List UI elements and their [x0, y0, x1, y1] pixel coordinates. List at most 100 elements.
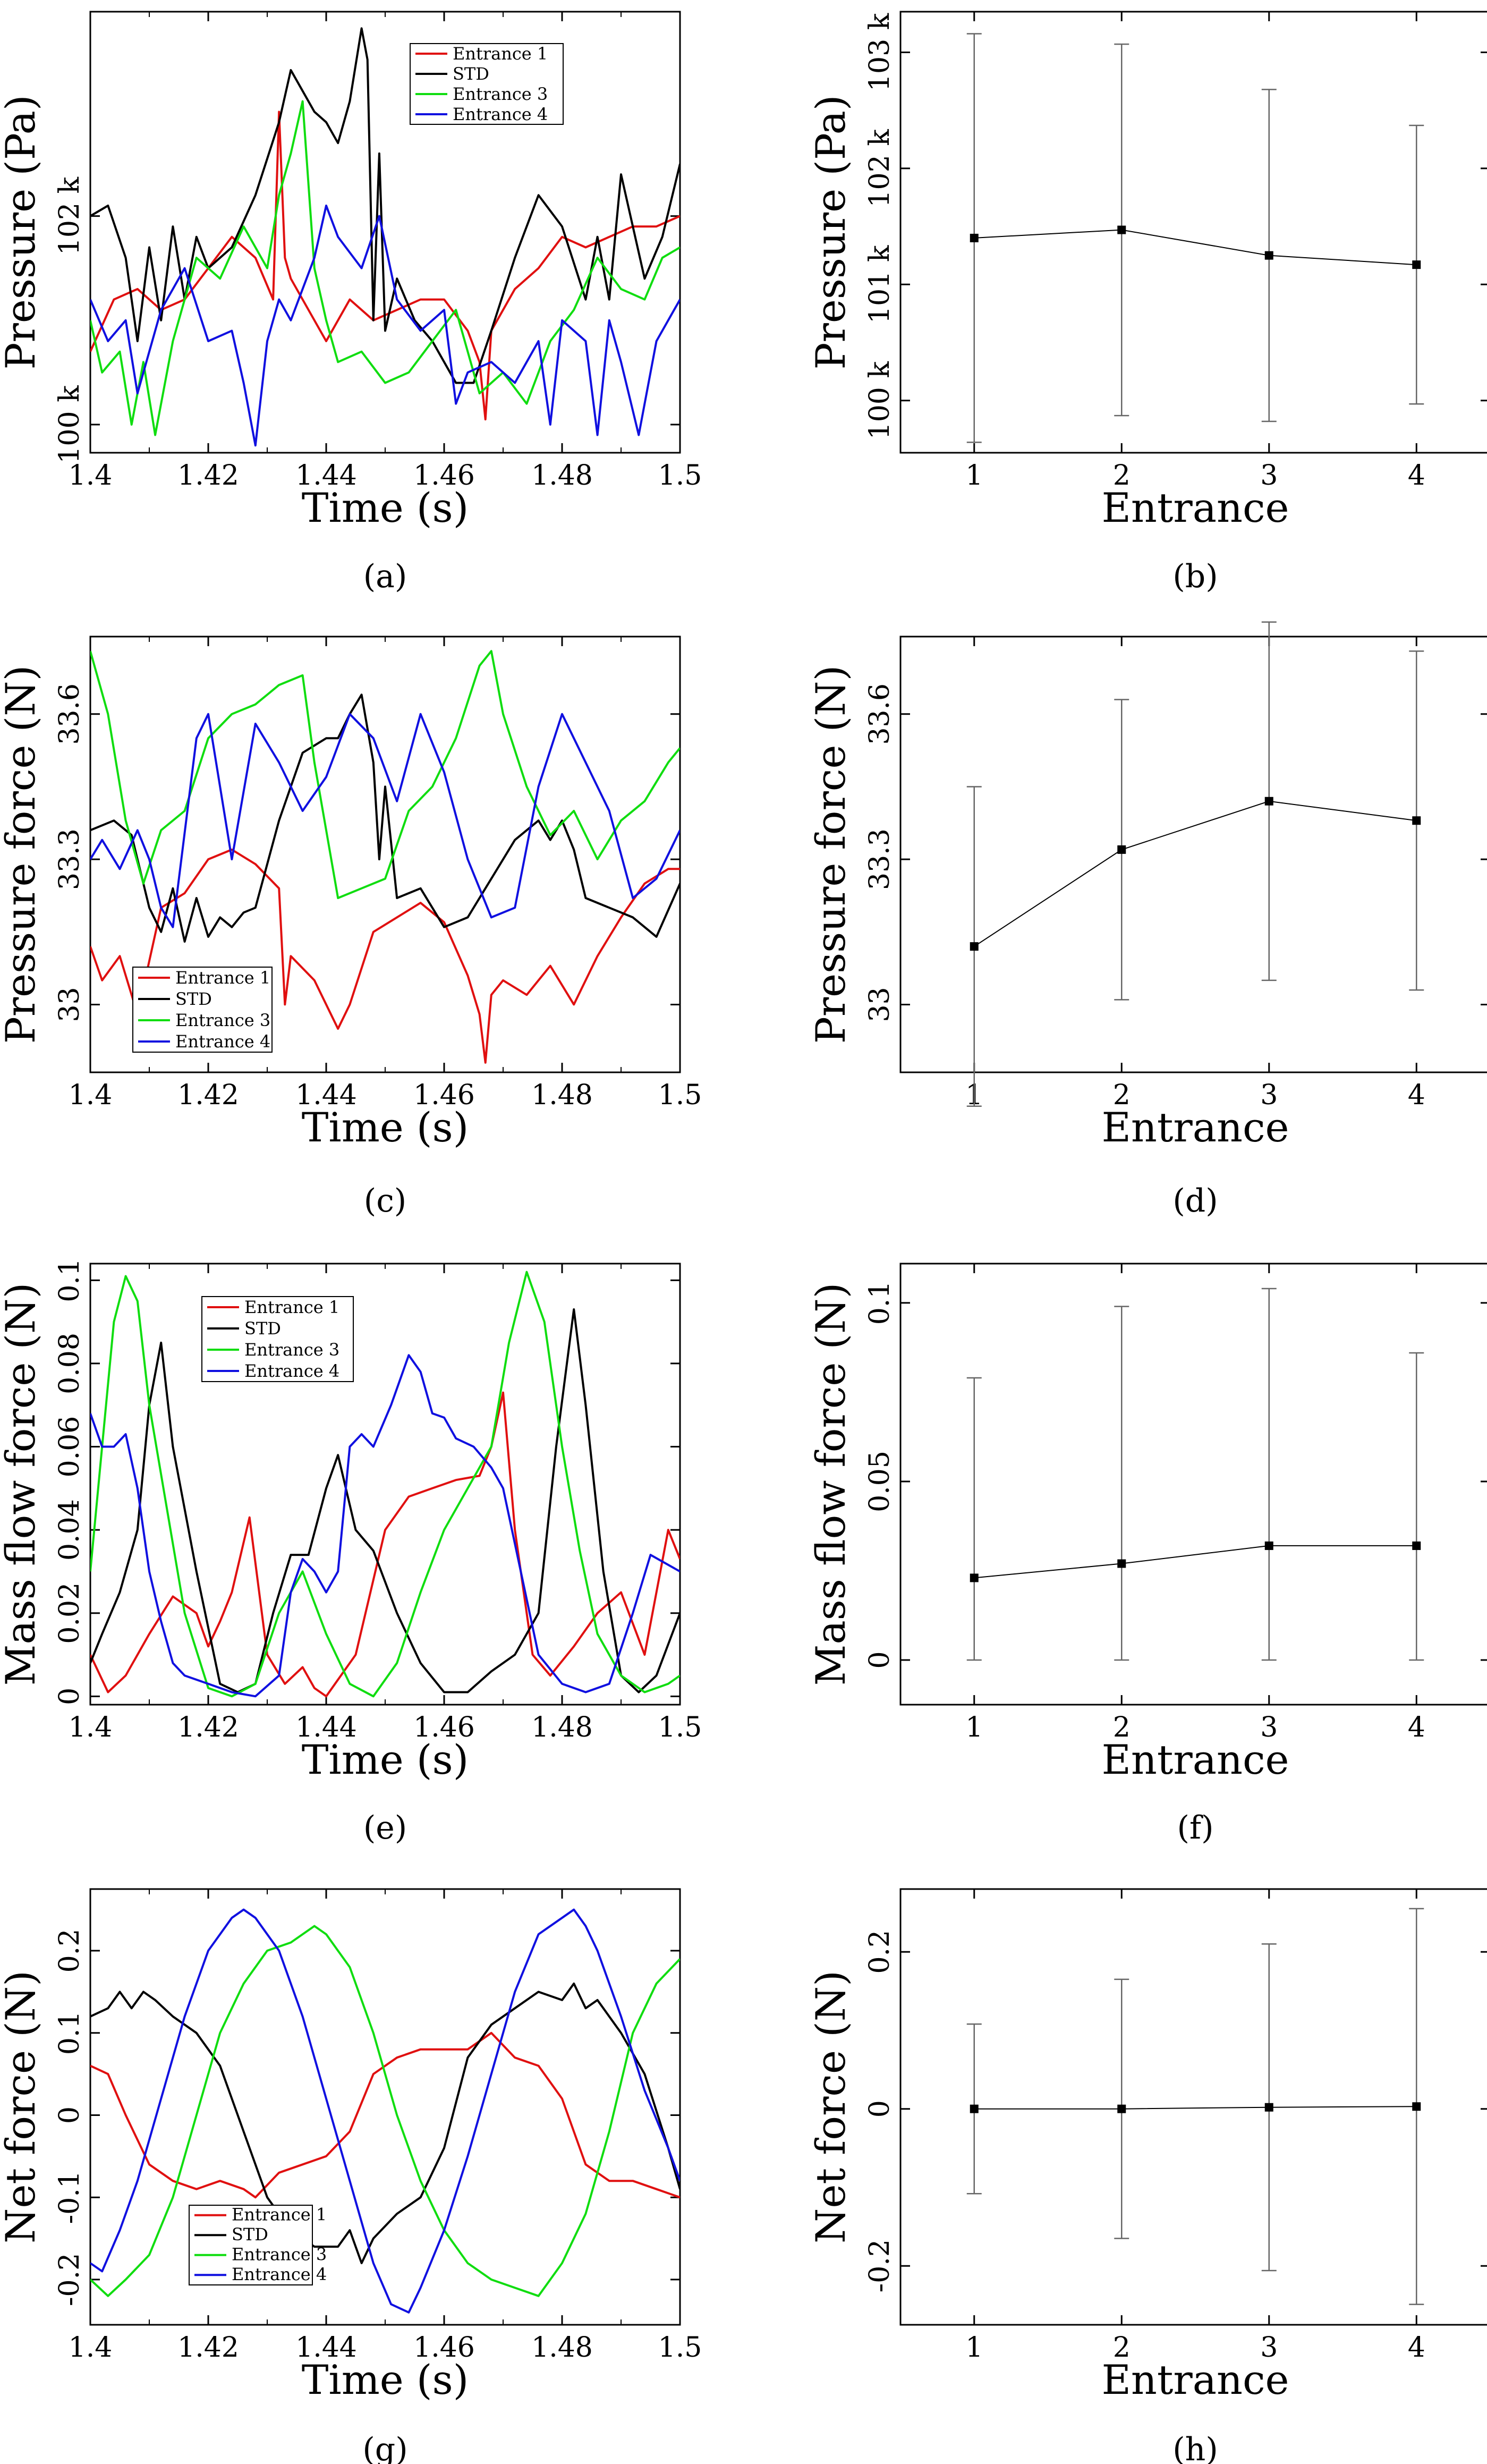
x-tick-label: 1: [965, 1712, 983, 1743]
x-tick-label: 3: [1260, 2332, 1278, 2364]
y-tick-label: 33.3: [54, 828, 86, 890]
mean-point: [970, 1573, 979, 1582]
y-tick-label: 102 k: [864, 129, 896, 208]
legend-entry: Entrance 4: [175, 1031, 270, 1052]
x-tick-label: 3: [1260, 1079, 1278, 1111]
x-tick-label: 1.44: [295, 1712, 357, 1743]
x-tick-label: 2: [1113, 1712, 1131, 1743]
x-axis-label: Time (s): [302, 2356, 469, 2403]
series-line-entrance-4: [90, 205, 680, 447]
legend-entry: Entrance 4: [244, 1361, 339, 1381]
x-tick-label: 1.46: [413, 2332, 475, 2364]
y-tick-label: 0: [54, 1688, 86, 1705]
y-tick-label: -0.1: [54, 2171, 86, 2224]
x-tick-label: 1.44: [295, 2332, 357, 2364]
mean-point: [1264, 1541, 1273, 1550]
x-axis-label: Time (s): [302, 484, 469, 531]
panel-caption: (d): [1172, 1182, 1218, 1220]
panel-c: 1.4 1.42 1.44 1.46 1.48 1.5 33 33.3 33.6 Time (s)…: [0, 636, 702, 1220]
y-tick-label: 33.3: [864, 828, 896, 890]
y-tick-label: 0: [864, 2100, 896, 2118]
series-line-entrance-3: [90, 650, 680, 899]
y-axis-label: Mass flow force (N): [0, 1283, 44, 1686]
legend-entry: Entrance 3: [175, 1010, 270, 1030]
mean-point: [1264, 797, 1273, 806]
series-group: [90, 27, 680, 447]
mean-point: [970, 233, 979, 242]
series-line-entrance-3: [90, 100, 680, 436]
x-tick-label: 1.44: [295, 1079, 357, 1111]
y-axis-label: Pressure (Pa): [807, 95, 854, 369]
legend-box: [189, 2205, 313, 2285]
x-tick-label: 1.42: [177, 460, 239, 492]
y-tick-label: 0.1: [864, 1281, 896, 1325]
series-line-entrance-1: [90, 848, 680, 1064]
mean-line: [974, 1545, 1417, 1579]
x-axis-label: Entrance: [1101, 1104, 1289, 1151]
panel-caption: (g): [362, 2431, 407, 2464]
mean-point: [1412, 2102, 1421, 2111]
legend-box: [410, 43, 564, 125]
mean-point: [970, 2104, 979, 2113]
x-tick-label: 3: [1260, 1712, 1278, 1743]
x-tick-label: 1.48: [531, 2332, 593, 2364]
y-axis-label: Net force (N): [807, 1970, 854, 2243]
mean-point: [970, 942, 979, 951]
y-axis-label: Net force (N): [0, 1970, 44, 2243]
y-tick-label: 0.02: [54, 1582, 86, 1644]
x-tick-label: 1.4: [69, 460, 113, 492]
series-line-entrance-4: [90, 713, 680, 928]
legend-entry: Entrance 1: [232, 2205, 327, 2225]
legend-box: [132, 967, 273, 1053]
x-tick-label: 2: [1113, 2332, 1131, 2364]
y-tick-label: 0.05: [864, 1451, 896, 1512]
y-tick-label: 0: [864, 1651, 896, 1669]
x-tick-label: 4: [1408, 1712, 1425, 1743]
y-tick-label: -0.2: [864, 2239, 896, 2292]
series-line-entrance-1: [90, 1391, 680, 1698]
legend-entry: Entrance 4: [453, 104, 548, 124]
x-tick-label: 1.42: [177, 2332, 239, 2364]
series-line-std: [90, 1982, 680, 2264]
panel-caption: (a): [363, 558, 407, 595]
plot-frame: [899, 1888, 1487, 2326]
y-tick-label: 33: [864, 987, 896, 1022]
mean-line: [974, 229, 1417, 266]
panel-caption: (e): [363, 1809, 407, 1847]
y-axis-label: Mass flow force (N): [807, 1283, 854, 1686]
series-line-std: [90, 1308, 680, 1694]
panel-g: 1.4 1.42 1.44 1.46 1.48 1.5 -0.2 -0.1 0 0.1 0.2 Tim…: [0, 1888, 702, 2464]
legend-entry: Entrance 3: [232, 2245, 327, 2265]
y-tick-label: 0: [54, 2106, 86, 2124]
x-tick-label: 3: [1260, 460, 1278, 492]
mean-point: [1117, 2104, 1126, 2113]
x-tick-label: 1.44: [295, 460, 357, 492]
x-tick-label: 1.46: [413, 460, 475, 492]
y-tick-label: 100 k: [864, 361, 896, 440]
x-tick-label: 1.4: [69, 1079, 113, 1111]
mean-point: [1412, 816, 1421, 825]
mean-line: [974, 2106, 1417, 2110]
y-tick-label: 0.2: [864, 1930, 896, 1974]
plot-frame: [899, 636, 1487, 1073]
legend-entry: Entrance 3: [244, 1340, 339, 1360]
x-tick-label: 2: [1113, 460, 1131, 492]
mean-point: [1412, 1541, 1421, 1550]
legend-entry: STD: [175, 989, 212, 1009]
y-tick-label: 0.2: [54, 1929, 86, 1973]
x-tick-label: 4: [1408, 460, 1425, 492]
legend-entry: Entrance 1: [453, 44, 548, 64]
y-tick-label: 0.06: [54, 1416, 86, 1478]
y-tick-label: 0.1: [54, 2011, 86, 2055]
x-tick-label: 2: [1113, 1079, 1131, 1111]
y-tick-label: 102 k: [54, 176, 86, 255]
legend-entry: STD: [244, 1318, 281, 1339]
x-axis-label: Entrance: [1101, 484, 1289, 531]
series-line-entrance-3: [90, 1925, 680, 2297]
x-tick-label: 1.4: [69, 1712, 113, 1743]
